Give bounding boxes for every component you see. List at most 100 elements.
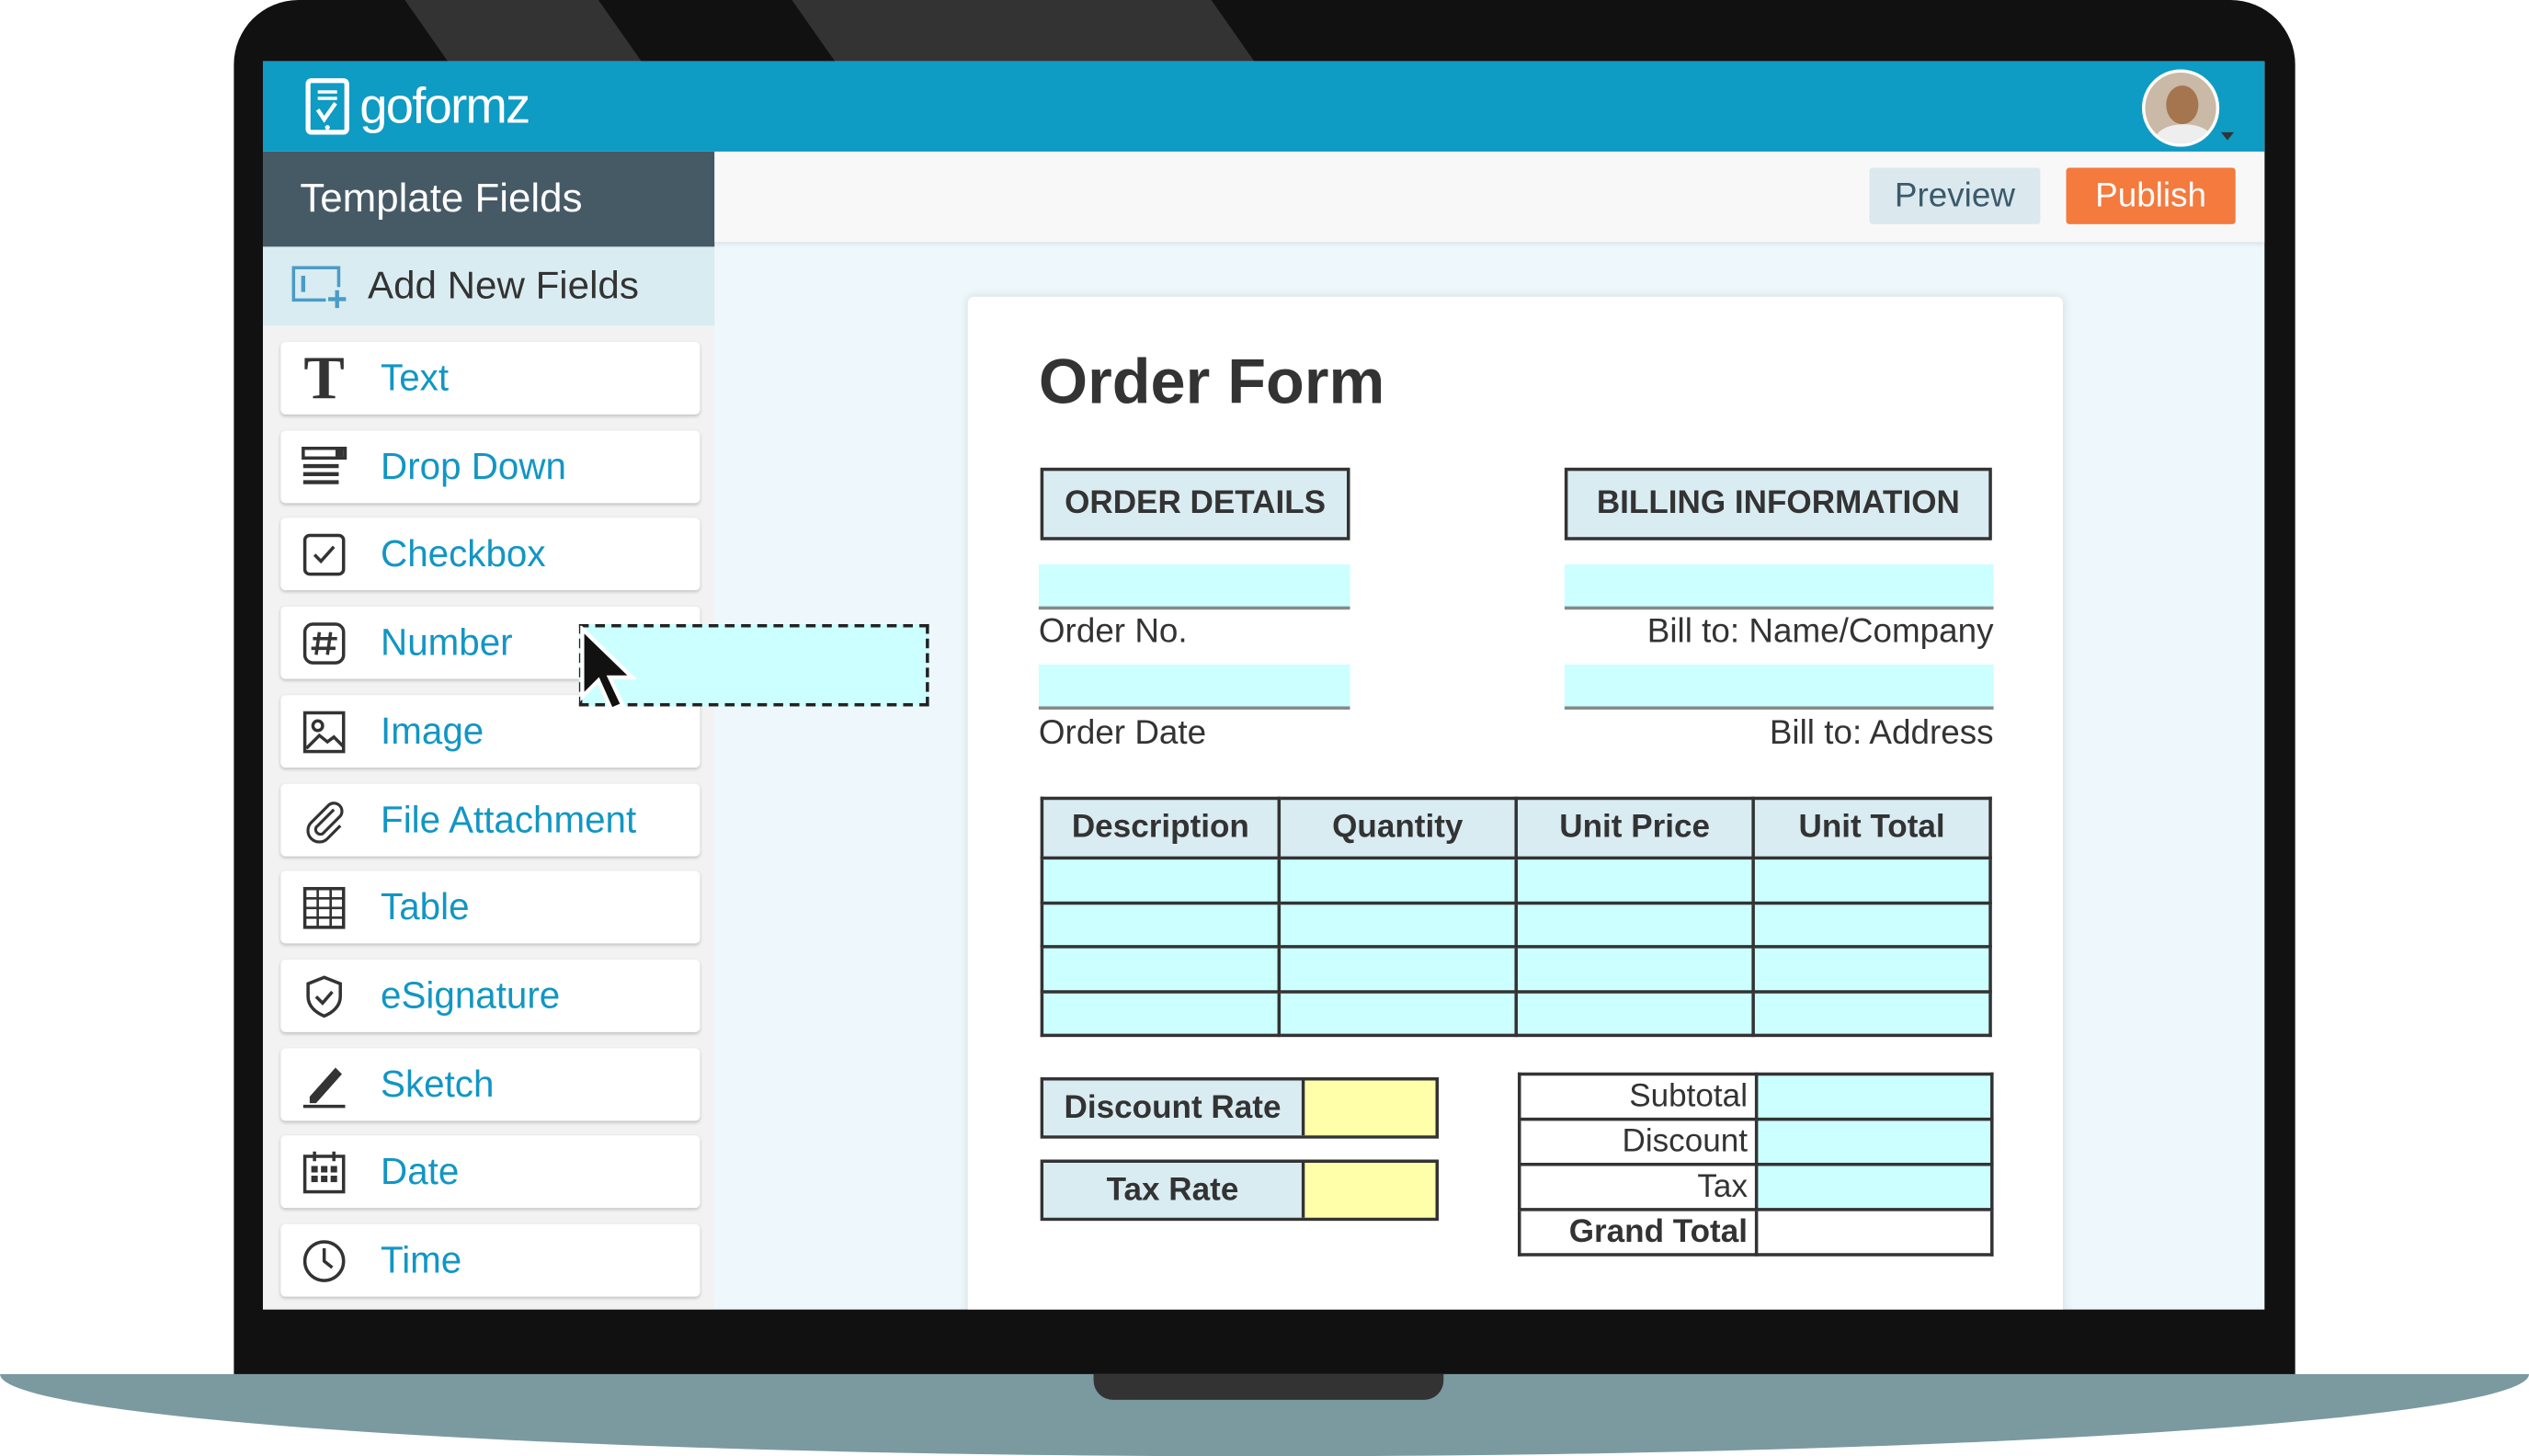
table-cell[interactable] (1751, 900, 1992, 949)
sidebar-item-time[interactable]: Time (280, 1223, 701, 1297)
table-cell[interactable] (1040, 989, 1282, 1038)
totals-value-field[interactable] (1754, 1208, 1994, 1257)
sidebar-item-label: eSignature (381, 973, 561, 1017)
dragged-number-field[interactable] (578, 623, 929, 707)
add-field-icon (291, 266, 347, 309)
totals-label: Subtotal (1517, 1072, 1758, 1121)
shield-check-icon (300, 973, 348, 1021)
logo-text: goformz (359, 77, 530, 134)
table-cell[interactable] (1277, 945, 1518, 993)
tax-rate-row: Tax Rate (1040, 1159, 1440, 1222)
laptop-notch (1093, 1373, 1444, 1400)
bill-name-field[interactable] (1564, 564, 1994, 610)
pen-icon (300, 1061, 348, 1109)
sidebar-item-drop-down[interactable]: Drop Down (280, 429, 701, 503)
table-cell[interactable] (1514, 856, 1755, 904)
table-cell[interactable] (1277, 900, 1518, 949)
column-header: Unit Total (1751, 796, 1992, 860)
table-row (1040, 945, 1992, 993)
table-cell[interactable] (1751, 856, 1992, 904)
sidebar-item-image[interactable]: Image (280, 694, 701, 768)
add-new-fields[interactable]: Add New Fields (262, 246, 715, 326)
app-screen: goformz Template Fields Add New Fields T… (262, 61, 2265, 1310)
sidebar-item-sketch[interactable]: Sketch (280, 1047, 701, 1120)
order-date-label: Order Date (1038, 714, 1207, 752)
form-title: Order Form (1038, 347, 1385, 418)
sidebar-item-text[interactable]: T Text (280, 341, 701, 415)
column-header: Description (1040, 796, 1282, 860)
table-cell[interactable] (1277, 989, 1518, 1038)
sidebar-item-table[interactable]: Table (280, 870, 701, 944)
avatar-chevron-down-icon[interactable] (2220, 131, 2234, 141)
discount-rate-row: Discount Rate (1040, 1077, 1440, 1139)
sidebar-item-file-attachment[interactable]: File Attachment (280, 782, 701, 856)
table-cell[interactable] (1040, 900, 1282, 949)
totals-table: Subtotal Discount Tax Grand Total (1517, 1072, 1994, 1257)
table-cell[interactable] (1514, 945, 1755, 993)
sidebar-title: Template Fields (262, 151, 715, 247)
table-icon (300, 884, 348, 933)
totals-row: Grand Total (1517, 1208, 1994, 1257)
sidebar-item-label: Table (381, 885, 470, 928)
sidebar-item-label: File Attachment (381, 797, 637, 840)
tax-rate-label: Tax Rate (1043, 1162, 1305, 1218)
sidebar: Template Fields Add New Fields T Text Drop… (262, 151, 715, 1310)
order-no-field[interactable] (1038, 564, 1350, 610)
sidebar-item-checkbox[interactable]: Checkbox (280, 518, 701, 591)
table-cell[interactable] (1514, 900, 1755, 949)
column-header: Unit Price (1514, 796, 1755, 860)
table-row (1040, 856, 1992, 904)
totals-label: Discount (1517, 1117, 1758, 1166)
discount-rate-label: Discount Rate (1043, 1080, 1305, 1136)
table-cell[interactable] (1514, 989, 1755, 1038)
sidebar-item-label: Image (381, 709, 484, 752)
table-row (1040, 989, 1992, 1038)
sidebar-item-label: Number (381, 620, 513, 664)
table-cell[interactable] (1751, 945, 1992, 993)
table-row (1040, 900, 1992, 949)
discount-rate-field[interactable] (1304, 1080, 1436, 1136)
billing-information-header[interactable]: BILLING INFORMATION (1564, 467, 1992, 540)
sidebar-item-label: Date (381, 1150, 460, 1193)
table-cell[interactable] (1751, 989, 1992, 1038)
text-icon: T (303, 345, 345, 414)
sidebar-item-label: Text (381, 356, 450, 399)
table-cell[interactable] (1277, 856, 1518, 904)
checkbox-icon (300, 531, 348, 580)
sidebar-item-label: Time (381, 1238, 462, 1281)
sidebar-item-date[interactable]: Date (280, 1135, 701, 1209)
sidebar-item-label: Checkbox (381, 532, 546, 575)
publish-button[interactable]: Publish (2066, 167, 2236, 224)
bill-name-label: Bill to: Name/Company (1646, 612, 1994, 651)
order-details-header[interactable]: ORDER DETAILS (1040, 467, 1350, 540)
paperclip-icon (300, 796, 348, 845)
clock-icon (300, 1237, 348, 1286)
totals-label: Grand Total (1517, 1208, 1758, 1257)
order-date-field[interactable] (1038, 664, 1350, 710)
totals-row: Tax (1517, 1162, 1994, 1211)
totals-label: Tax (1517, 1162, 1758, 1211)
order-no-label: Order No. (1038, 612, 1188, 651)
sidebar-item-label: Sketch (381, 1062, 495, 1105)
line-items-table: Description Quantity Unit Price Unit Tot… (1040, 796, 1992, 1038)
goformz-logo[interactable]: goformz (305, 77, 530, 135)
totals-row: Discount (1517, 1117, 1994, 1166)
form-canvas: Order Form ORDER DETAILS BILLING INFORMA… (967, 296, 2064, 1310)
bill-address-field[interactable] (1564, 664, 1994, 710)
add-new-fields-label: Add New Fields (368, 264, 639, 309)
user-avatar[interactable] (2141, 69, 2220, 147)
tax-rate-field[interactable] (1304, 1162, 1436, 1218)
sidebar-item-esignature[interactable]: eSignature (280, 959, 701, 1032)
top-bar: goformz (262, 61, 2265, 152)
totals-value-field[interactable] (1754, 1162, 1994, 1211)
preview-button[interactable]: Preview (1869, 167, 2041, 224)
totals-value-field[interactable] (1754, 1117, 1994, 1166)
table-cell[interactable] (1040, 856, 1282, 904)
cursor-arrow-icon (580, 625, 638, 712)
logo-tablet-icon (305, 78, 349, 135)
toolbar: Preview Publish (714, 151, 2265, 243)
totals-value-field[interactable] (1754, 1072, 1994, 1121)
table-cell[interactable] (1040, 945, 1282, 993)
dropdown-icon (300, 443, 348, 492)
column-header: Quantity (1277, 796, 1518, 860)
